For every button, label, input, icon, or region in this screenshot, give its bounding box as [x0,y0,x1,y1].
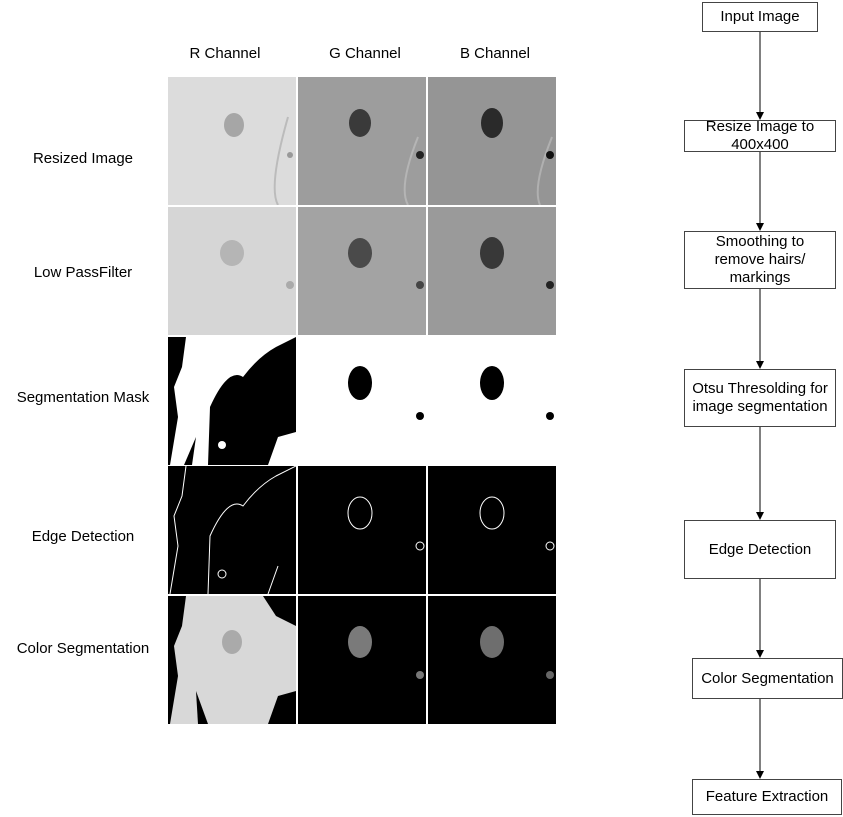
image-edge-g [298,466,426,594]
step-input-image: Input Image [702,2,818,32]
step-resize: Resize Image to 400x400 [684,118,836,153]
image-mask-r [168,337,296,465]
row-label-edge: Edge Detection [31,528,135,545]
column-header-g: G Channel [329,45,401,62]
step-smoothing: Smoothing to remove hairs/ markings [684,231,836,289]
image-edge-b [428,466,556,594]
image-mask-g [298,337,426,465]
image-lowpass-b [428,207,556,335]
row-label-colorseg: Color Segmentation [16,640,150,657]
step-feature-extraction: Feature Extraction [692,779,842,815]
row-label-lowpass: Low PassFilter [33,264,133,281]
image-lowpass-g [298,207,426,335]
column-header-r: R Channel [189,45,261,62]
step-color-segmentation: Color Segmentation [692,658,843,699]
column-header-b: B Channel [459,45,531,62]
image-colorseg-r [168,596,296,724]
image-mask-b [428,337,556,465]
image-resized-b [428,77,556,205]
image-colorseg-b [428,596,556,724]
step-otsu: Otsu Thresolding for image segmentation [684,369,836,427]
image-edge-r [168,466,296,594]
image-lowpass-r [168,207,296,335]
image-resized-g [298,77,426,205]
image-resized-r [168,77,296,205]
row-label-resized: Resized Image [32,150,134,167]
image-colorseg-g [298,596,426,724]
row-label-mask: Segmentation Mask [16,389,150,406]
step-edge-detection: Edge Detection [684,520,836,579]
